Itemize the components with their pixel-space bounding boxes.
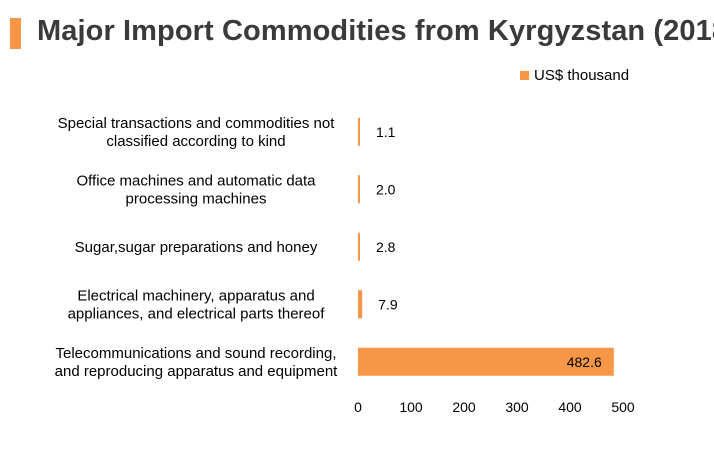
x-tick-label: 200	[452, 399, 476, 415]
bar	[358, 175, 360, 204]
category-label-line: classified according to kind	[106, 133, 285, 150]
chart-legend: US$ thousand	[520, 67, 629, 84]
x-tick-label: 100	[399, 399, 423, 415]
category-label: Office machines and automatic data proces…	[76, 172, 316, 207]
category-label-line: Sugar,sugar preparations and honey	[75, 239, 318, 256]
category-label-line: Electrical machinery, apparatus and	[77, 287, 314, 304]
x-tick-label: 300	[505, 399, 529, 415]
category-label: Electrical machinery, apparatus and appli…	[68, 287, 326, 322]
legend-label: US$ thousand	[534, 67, 630, 84]
data-label: 2.8	[376, 239, 396, 255]
legend-swatch	[520, 71, 529, 80]
data-label: 482.6	[567, 354, 602, 370]
chart-title: Major Import Commodities from Kyrgyzstan…	[37, 15, 714, 47]
category-label-line: Telecommunications and sound recording,	[56, 345, 337, 362]
data-label: 1.1	[376, 124, 396, 140]
category-label-line: processing machines	[126, 190, 267, 207]
category-label: Sugar,sugar preparations and honey	[75, 239, 318, 256]
x-tick-label: 400	[558, 399, 582, 415]
category-label-line: Special transactions and commodities not	[58, 115, 336, 132]
data-label: 2.0	[376, 181, 396, 197]
category-label-line: and reproducing apparatus and equipment	[55, 363, 339, 380]
data-label: 7.9	[378, 296, 398, 312]
category-label-line: appliances, and electrical parts thereof	[68, 305, 326, 322]
category-label: Special transactions and commodities not…	[58, 115, 336, 150]
bar	[358, 290, 363, 319]
x-tick-label: 500	[611, 399, 635, 415]
bar	[358, 347, 614, 376]
bar	[358, 117, 360, 146]
bar	[358, 232, 360, 261]
category-label: Telecommunications and sound recording, a…	[55, 345, 339, 380]
category-label-line: Office machines and automatic data	[76, 172, 316, 189]
x-tick-label: 0	[354, 399, 362, 415]
title-accent-bar	[10, 18, 21, 49]
